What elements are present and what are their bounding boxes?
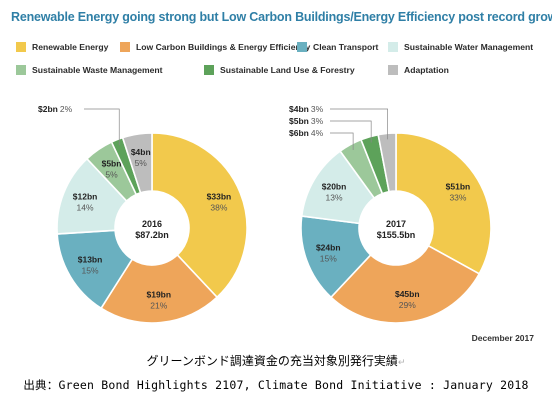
slice-amount: $45bn [395,289,420,299]
donut-slice [99,253,219,324]
leader-line [330,108,388,140]
legend-label: Sustainable Land Use & Forestry [220,65,355,75]
legend-item-adaptation: Adaptation [388,65,449,75]
slice-percent: 15% [82,266,99,276]
slice-label-external: $4bn 3% [289,104,324,114]
slice-amount: $20bn [322,181,347,191]
legend-label: Sustainable Water Management [404,42,534,52]
slice-amount: $24bn [316,242,341,252]
legend-swatch [388,42,398,52]
slice-amount: $33bn [207,191,232,201]
legend-label: Renewable Energy [32,42,109,52]
donut-slice [377,132,397,193]
center-total: $155.5bn [377,230,416,240]
donut-slice [151,132,248,299]
legend-swatch [204,65,214,75]
donut-slice [56,229,134,310]
slice-percent: 15% [320,253,337,263]
slice-label-external: $6bn 4% [289,128,324,138]
legend-item-sustainable-waste: Sustainable Waste Management [16,65,163,75]
slice-amount: $19bn [146,290,171,300]
caption-line-2: 出典：Green Bond Highlights 2107, Climate B… [23,378,529,392]
center-year: 2017 [386,219,406,229]
slice-percent: 3% [311,104,324,114]
legend-item-renewable-energy: Renewable Energy [16,42,108,52]
donut-slice [395,132,492,275]
caption-line-1: グリーンボンド調達資金の充当対象別発行実績↵ [0,352,552,369]
slice-amount: $13bn [78,255,103,265]
slice-amount: $4bn [289,104,309,114]
slice-amount: $5bn [102,158,122,168]
leader-line [330,120,372,143]
legend-label: Low Carbon Buildings & Energy Efficiency [136,42,311,52]
legend-item-clean-transport: Clean Transport [297,42,378,52]
donut-slice [121,132,153,194]
return-mark-icon: ↵ [397,358,406,368]
slice-percent: 5% [105,169,118,179]
legend-label: Clean Transport [313,42,379,52]
leader-line [330,132,354,151]
legend-swatch [120,42,130,52]
chart-title: Renewable Energy going strong but Low Ca… [11,10,552,24]
slice-amount: $51bn [446,181,471,191]
center-year: 2016 [142,219,162,229]
slice-percent: 4% [311,128,324,138]
legend-swatch [388,65,398,75]
slice-percent: 2% [60,104,73,114]
legend-item-low-carbon-buildings: Low Carbon Buildings & Energy Efficiency [120,42,310,52]
slice-percent: 29% [399,300,416,310]
slice-label-external: $2bn 2% [38,104,73,114]
slice-percent: 21% [150,301,167,311]
slice-label-external: $5bn 3% [289,116,324,126]
legend-swatch [16,42,26,52]
slice-amount: $12bn [73,191,98,201]
slice-amount: $6bn [289,128,309,138]
legend-swatch [16,65,26,75]
slice-percent: 13% [326,192,343,202]
legend-label: Sustainable Waste Management [32,65,163,75]
donut-2016: $33bn38%$19bn21%$13bn15%$12bn14%$5bn5%$2… [38,104,248,324]
legend-item-sustainable-water: Sustainable Water Management [388,42,533,52]
slice-amount: $4bn [131,147,151,157]
slice-percent: 5% [135,158,148,168]
slice-percent: 33% [449,192,466,202]
legend-swatch [297,42,307,52]
center-total: $87.2bn [135,230,169,240]
caption-text-1: グリーンボンド調達資金の充当対象別発行実績 [146,354,398,368]
donut-slice [300,215,372,299]
slice-percent: 3% [311,116,324,126]
slice-percent: 38% [210,202,227,212]
legend-label: Adaptation [404,65,449,75]
date-label: December 2017 [471,333,534,343]
slice-amount: $5bn [289,116,309,126]
legend-item-land-use-forestry: Sustainable Land Use & Forestry [204,65,355,75]
slice-amount: $2bn [38,104,58,114]
donut-slice [329,244,481,324]
leader-line [84,108,120,146]
slice-percent: 14% [77,202,94,212]
